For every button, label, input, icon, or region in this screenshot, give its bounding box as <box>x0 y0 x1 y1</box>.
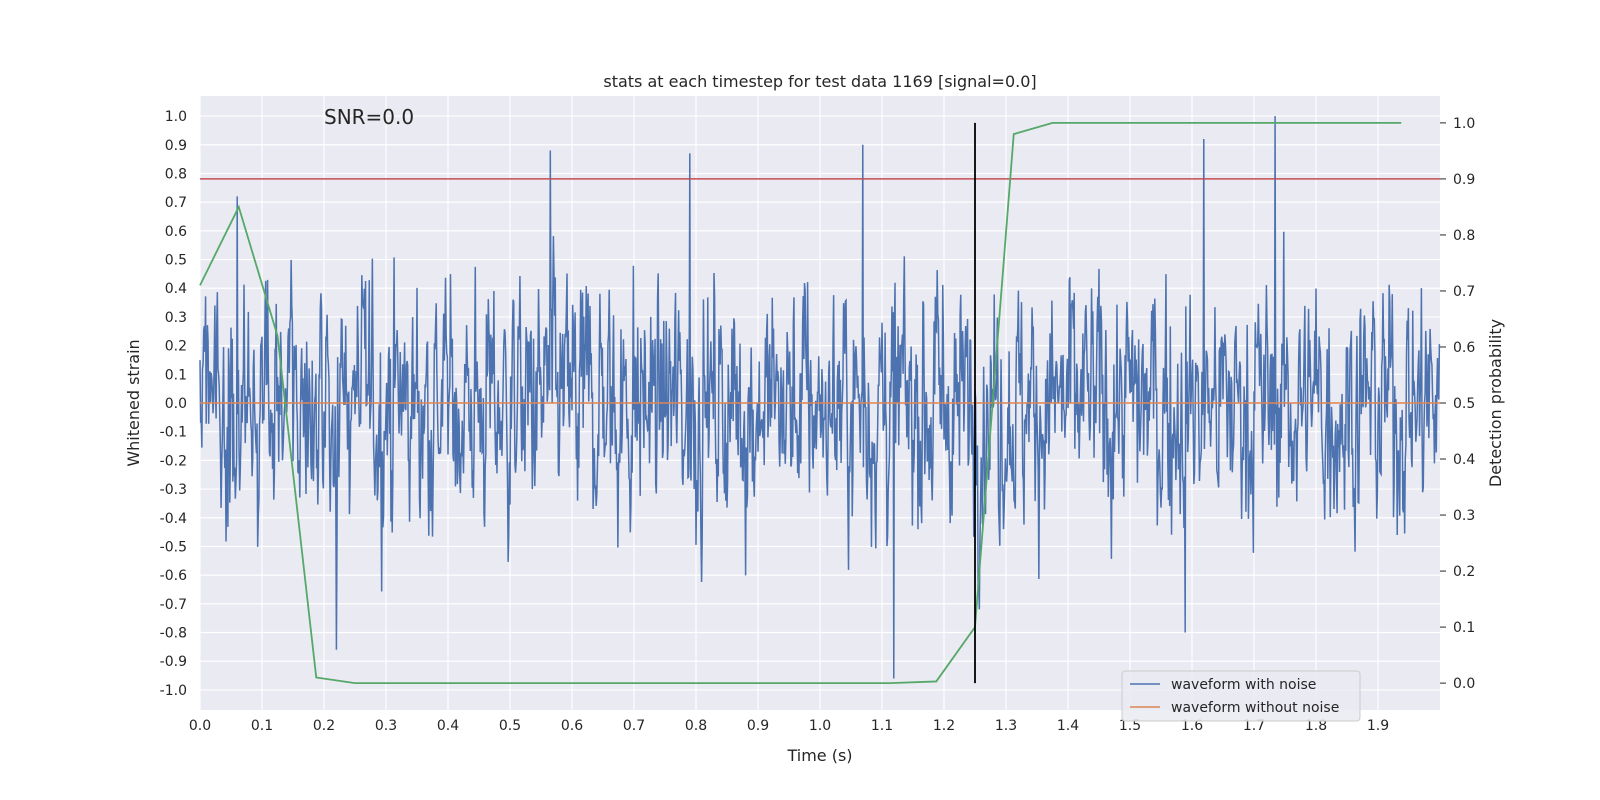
y-tick-label-left: 0.2 <box>165 339 187 355</box>
y-tick-label-left: 0.1 <box>165 367 187 383</box>
x-tick-label: 0.1 <box>251 718 273 734</box>
x-tick-label: 0.8 <box>685 718 707 734</box>
y-tick-label-right: 0.8 <box>1453 228 1475 244</box>
x-tick-label: 1.8 <box>1305 718 1327 734</box>
legend-label-noisy: waveform with noise <box>1171 677 1316 693</box>
y-tick-label-left: 0.0 <box>165 396 187 412</box>
y-tick-label-left: 0.6 <box>165 224 187 240</box>
x-tick-label: 0.7 <box>623 718 645 734</box>
series-detection-probability <box>199 121 1402 685</box>
y-tick-label-right: 0.5 <box>1453 396 1475 412</box>
x-tick-label: 0.9 <box>747 718 769 734</box>
y-tick-label-left: 0.5 <box>165 253 187 269</box>
x-axis-label: Time (s) <box>786 746 852 765</box>
x-tick-label: 0.6 <box>561 718 583 734</box>
y-tick-label-left: 0.3 <box>165 310 187 326</box>
x-tick-label: 1.2 <box>933 718 955 734</box>
x-tick-label: 0.2 <box>313 718 335 734</box>
y-tick-label-left: 0.7 <box>165 195 187 211</box>
y-tick-label-right: 0.1 <box>1453 620 1475 636</box>
y-tick-label-right: 0.0 <box>1453 676 1475 692</box>
x-tick-label: 0.0 <box>189 718 211 734</box>
y-tick-label-left: 1.0 <box>165 109 187 125</box>
x-tick-label: 0.4 <box>437 718 459 734</box>
y-tick-label-left: -0.6 <box>160 568 187 584</box>
y-tick-label-left: -0.1 <box>160 425 187 441</box>
y-tick-label-left: -0.9 <box>160 654 187 670</box>
x-tick-label: 1.9 <box>1367 718 1389 734</box>
y-tick-label-right: 0.2 <box>1453 564 1475 580</box>
x-tick-label: 1.7 <box>1243 718 1265 734</box>
y-axis-label-left: Whitened strain <box>124 339 143 466</box>
x-tick-label: 1.0 <box>809 718 831 734</box>
y-tick-label-left: -1.0 <box>160 683 187 699</box>
y-tick-label-right: 0.3 <box>1453 508 1475 524</box>
x-tick-label: 1.4 <box>1057 718 1079 734</box>
y-tick-label-left: 0.4 <box>165 281 187 297</box>
chart-title: stats at each timestep for test data 116… <box>603 72 1036 91</box>
y-tick-label-right: 0.6 <box>1453 340 1475 356</box>
snr-annotation: SNR=0.0 <box>324 105 414 129</box>
x-tick-label: 1.1 <box>871 718 893 734</box>
legend-box <box>1121 670 1361 722</box>
y-axis-label-right: Detection probability <box>1486 319 1505 487</box>
y-tick-label-left: -0.8 <box>160 626 187 642</box>
y-tick-label-left: -0.3 <box>160 482 187 498</box>
legend: waveform with noise waveform without noi… <box>1121 670 1361 722</box>
x-tick-label: 1.3 <box>995 718 1017 734</box>
y-tick-label-right: 0.7 <box>1453 284 1475 300</box>
x-tick-label: 0.3 <box>375 718 397 734</box>
x-tick-label: 0.5 <box>499 718 521 734</box>
x-tick-label: 1.5 <box>1119 718 1141 734</box>
legend-label-clean: waveform without noise <box>1171 700 1339 716</box>
y-tick-label-right: 0.4 <box>1453 452 1475 468</box>
y-tick-label-left: -0.4 <box>160 511 187 527</box>
y-tick-label-right: 0.9 <box>1453 172 1475 188</box>
y-tick-label-left: -0.5 <box>160 539 187 555</box>
y-tick-label-left: 0.9 <box>165 138 187 154</box>
y-tick-label-right: 1.0 <box>1453 116 1475 132</box>
y-tick-label-left: 0.8 <box>165 166 187 182</box>
series-layer <box>199 116 1441 685</box>
ticks: 0.0 0.1 0.2 0.3 0.4 0.5 0.6 0.7 0.8 0.9 1.0 1.1 1.2 1… <box>160 109 1476 734</box>
y-tick-label-left: -0.7 <box>160 597 187 613</box>
y-tick-label-left: -0.2 <box>160 453 187 469</box>
x-tick-label: 1.6 <box>1181 718 1203 734</box>
